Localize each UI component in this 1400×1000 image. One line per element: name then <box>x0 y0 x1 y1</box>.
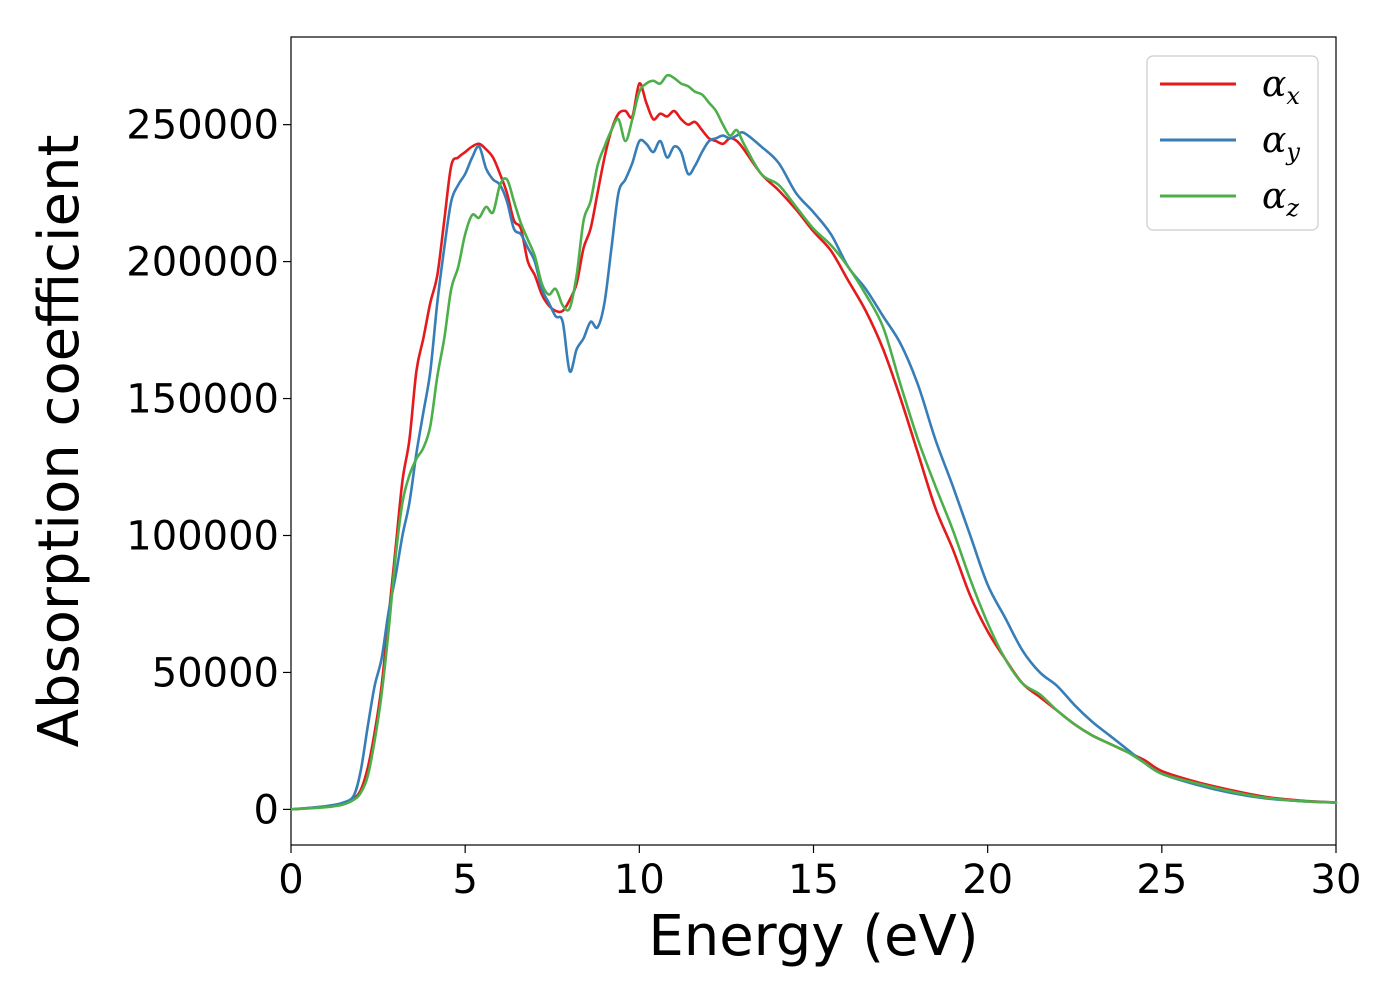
x-tick-label: 10 <box>614 857 665 903</box>
series-line-x <box>289 82 1338 811</box>
y-axis-label: Absorption coefficient <box>27 135 92 748</box>
y-tick-label: 0 <box>254 787 279 833</box>
y-tick-label: 150000 <box>126 377 279 423</box>
y-tick-label: 50000 <box>152 650 279 696</box>
legend-subscript: z <box>1285 194 1299 222</box>
x-axis-label: Energy (eV) <box>648 904 978 969</box>
y-tick-label: 200000 <box>126 240 279 286</box>
legend-box <box>1146 55 1319 231</box>
y-axis: 0 50000 100000 150000 200000 250000 <box>126 103 291 833</box>
legend-symbol: α <box>1262 64 1286 105</box>
legend-item-y: αy <box>1160 120 1300 166</box>
x-tick-label: 15 <box>788 857 839 903</box>
series-line-z <box>289 73 1338 811</box>
legend-label: αx <box>1262 64 1300 110</box>
legend-subscript: x <box>1286 82 1300 110</box>
legend-item-x: αx <box>1160 64 1300 110</box>
legend-subscript: y <box>1285 138 1300 166</box>
legend-symbol: α <box>1262 176 1286 217</box>
series-layer <box>289 73 1338 811</box>
y-tick-label: 250000 <box>126 103 279 149</box>
x-tick-label: 0 <box>278 857 303 903</box>
legend-label: αz <box>1262 176 1299 222</box>
x-tick-label: 20 <box>962 857 1013 903</box>
y-tick-label: 100000 <box>126 513 279 559</box>
x-tick-label: 25 <box>1136 857 1187 903</box>
legend-symbol: α <box>1262 120 1286 161</box>
x-tick-label: 5 <box>452 857 477 903</box>
x-tick-label: 30 <box>1311 857 1362 903</box>
series-line-y <box>289 131 1338 811</box>
legend-label: αy <box>1262 120 1300 166</box>
legend-item-z: αz <box>1160 176 1299 222</box>
x-axis: 0 5 10 15 20 25 30 <box>278 845 1361 903</box>
